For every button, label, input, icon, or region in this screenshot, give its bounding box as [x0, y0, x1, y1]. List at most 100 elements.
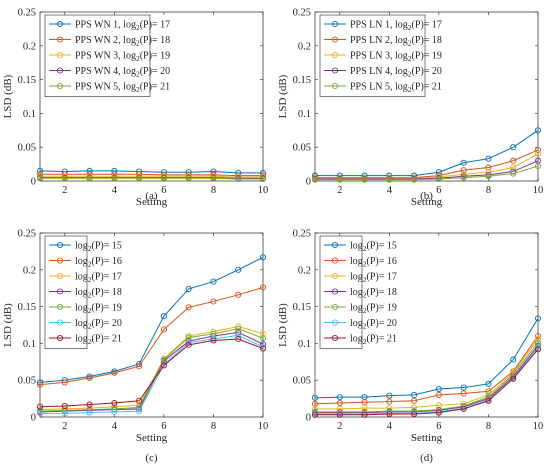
legend-label: PPS LN 5, log2(P)= 21	[350, 82, 442, 95]
panel-c: 0 0.05 0.1 0.15 0.2 0.25 2 4 6 8 10 Setting LSD (dB)…	[2, 229, 268, 465]
y-tick-label: 0.2	[298, 265, 311, 276]
data-point	[235, 332, 242, 339]
y-tick-label: 0.2	[298, 41, 311, 52]
data-point	[485, 155, 492, 162]
x-tick-label: 10	[258, 421, 269, 432]
data-point	[61, 171, 68, 178]
legend-label: log2(P)= 15	[350, 241, 397, 254]
data-point	[510, 168, 517, 175]
y-tick-label: 0.1	[298, 339, 311, 350]
data-point	[386, 392, 393, 399]
data-point	[86, 401, 93, 408]
legend-marker	[56, 241, 64, 249]
x-axis-label: Setting	[136, 432, 168, 444]
data-point	[411, 391, 418, 398]
data-point	[210, 278, 217, 285]
data-point	[61, 175, 68, 182]
data-point	[235, 325, 242, 332]
panel-a: 0 0.05 0.1 0.15 0.2 0.25 2 4 6 8 10 Setting LSD (dB)…	[2, 8, 268, 209]
y-tick-label: 0.05	[18, 376, 36, 387]
y-tick-label: 0	[31, 177, 36, 188]
y-axis-label: LSD (dB)	[277, 303, 289, 347]
x-tick-label: 4	[387, 185, 393, 196]
data-point	[160, 313, 167, 320]
series-line	[315, 153, 539, 179]
data-point	[336, 411, 343, 418]
data-point	[86, 171, 93, 178]
series-line	[40, 177, 263, 180]
data-point	[160, 362, 167, 369]
data-point	[185, 341, 192, 348]
x-tick-label: 4	[387, 421, 393, 432]
series-5	[311, 163, 542, 183]
series-line	[315, 129, 539, 177]
data-point	[210, 337, 217, 344]
legend-label: PPS LN 1, log2(P)= 17	[350, 20, 442, 33]
data-point	[336, 394, 343, 401]
legend-box	[319, 235, 363, 349]
x-tick-label: 6	[436, 185, 441, 196]
legend-label: PPS LN 4, log2(P)= 20	[350, 66, 442, 79]
series-line	[39, 331, 264, 413]
data-point	[361, 411, 368, 418]
data-point	[534, 127, 542, 134]
data-point	[36, 381, 44, 388]
legend-label: log2(P)= 16	[350, 256, 397, 269]
y-tick-label: 0.05	[18, 143, 36, 154]
legend-label: PPS WN 5, log2(P)= 21	[75, 82, 170, 95]
panel-d: 0 0.05 0.1 0.15 0.2 0.25 2 4 6 8 10 Setting LSD (dB)…	[277, 229, 543, 465]
y-tick-label: 0.25	[18, 8, 36, 19]
y-tick-label: 0.15	[293, 75, 311, 86]
data-point	[136, 175, 143, 182]
series-line	[315, 345, 539, 414]
x-tick-label: 2	[337, 421, 342, 432]
data-point	[336, 399, 343, 407]
legend-label: PPS WN 2, log2(P)= 18	[75, 35, 170, 48]
x-tick-label: 6	[161, 421, 166, 432]
legend-marker	[56, 334, 64, 342]
y-tick-label: 0.25	[293, 229, 311, 240]
data-point	[361, 405, 368, 412]
data-point	[510, 356, 517, 363]
data-point	[111, 369, 118, 376]
series-line	[315, 165, 539, 181]
series-1	[311, 315, 542, 401]
legend-marker	[331, 257, 339, 264]
legend-marker	[331, 82, 339, 90]
series-line	[40, 334, 264, 414]
data-point	[111, 175, 118, 182]
legend-marker	[56, 67, 64, 74]
data-point	[534, 335, 542, 343]
legend-label: log2(P)= 17	[75, 272, 122, 285]
legend-label: log2(P)= 19	[350, 303, 397, 316]
y-tick-label: 0	[306, 177, 311, 188]
y-axis-label: LSD (dB)	[2, 303, 14, 347]
y-tick-label: 0.1	[298, 109, 311, 120]
data-point	[111, 399, 118, 407]
legend-marker	[331, 241, 339, 249]
legend-label: log2(P)= 21	[350, 334, 397, 347]
data-point	[460, 171, 467, 178]
data-point	[534, 150, 542, 158]
series-line	[40, 177, 263, 179]
data-point	[485, 380, 492, 387]
legend-label: log2(P)= 15	[75, 241, 122, 254]
data-point	[160, 326, 167, 333]
data-point	[210, 175, 217, 182]
data-point	[36, 403, 44, 410]
series-7	[311, 346, 542, 418]
data-point	[460, 167, 467, 174]
panel-caption: (c)	[145, 452, 158, 464]
y-tick-label: 0.25	[293, 8, 311, 19]
data-point	[485, 397, 492, 404]
data-point	[185, 285, 192, 292]
legend-marker	[56, 257, 64, 264]
data-point	[485, 164, 492, 171]
data-point	[111, 408, 118, 415]
panel-caption: (a)	[145, 190, 158, 202]
data-point	[510, 157, 517, 164]
data-point	[259, 284, 267, 291]
y-tick-label: 0.2	[23, 41, 36, 52]
panel-caption: (b)	[420, 190, 433, 202]
series-line	[314, 318, 539, 399]
